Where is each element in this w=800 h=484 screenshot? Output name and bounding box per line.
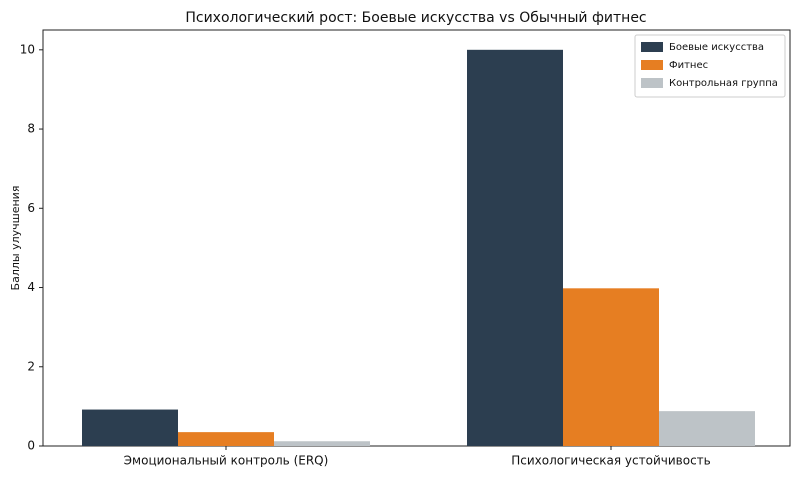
y-tick-label: 8 bbox=[27, 122, 35, 136]
y-tick-label: 2 bbox=[27, 359, 35, 373]
legend-label: Боевые искусства bbox=[669, 42, 764, 53]
y-tick-label: 10 bbox=[20, 42, 35, 56]
legend-label: Контрольная группа bbox=[669, 78, 778, 89]
bar bbox=[659, 411, 755, 446]
legend-swatch bbox=[641, 42, 663, 52]
bar bbox=[82, 409, 178, 446]
bar bbox=[467, 49, 563, 447]
bar bbox=[178, 432, 274, 446]
x-tick-label: Психологическая устойчивость bbox=[511, 454, 710, 468]
legend-box bbox=[634, 34, 786, 98]
y-axis-label: Баллы улучшения bbox=[9, 186, 22, 291]
y-tick-label: 4 bbox=[27, 280, 35, 294]
chart-title: Психологический рост: Боевые искусства v… bbox=[185, 10, 646, 26]
x-tick-label: Эмоциональный контроль (ERQ) bbox=[124, 454, 329, 468]
y-tick-label: 6 bbox=[27, 201, 35, 215]
bar bbox=[563, 288, 659, 446]
legend-swatch bbox=[641, 60, 663, 70]
plot-frame bbox=[42, 29, 791, 447]
bar bbox=[274, 441, 370, 446]
y-tick-label: 0 bbox=[27, 439, 35, 453]
legend-label: Фитнес bbox=[669, 60, 708, 71]
legend-swatch bbox=[641, 78, 663, 88]
